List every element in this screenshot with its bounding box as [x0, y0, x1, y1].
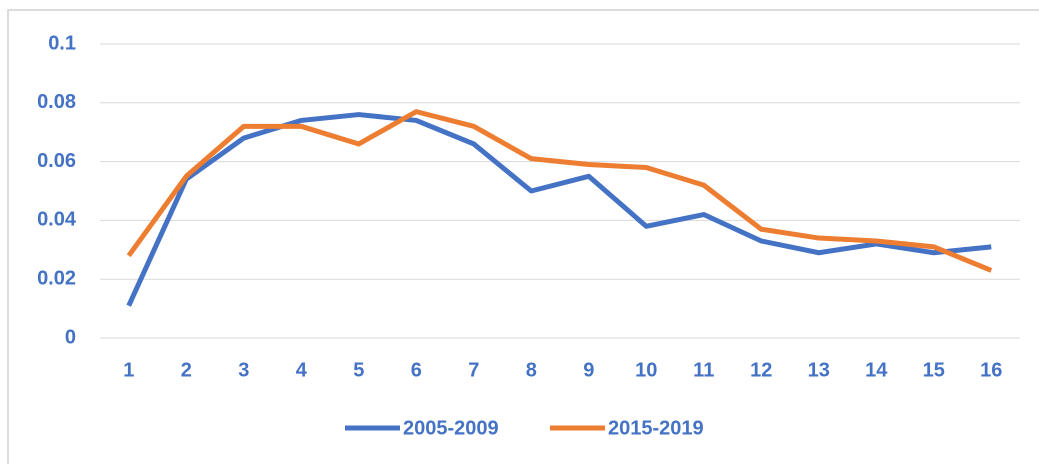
x-tick-label: 1	[123, 359, 134, 381]
x-tick-label: 4	[296, 359, 308, 381]
x-tick-label: 6	[411, 359, 422, 381]
series-line	[126, 112, 992, 307]
x-tick-label: 7	[468, 359, 479, 381]
y-tick-label: 0.04	[37, 209, 77, 231]
x-tick-label: 10	[635, 359, 657, 381]
x-tick-label: 13	[808, 359, 830, 381]
y-tick-label: 0.02	[37, 267, 76, 289]
x-tick-label: 15	[923, 359, 945, 381]
y-tick-label: 0.06	[37, 150, 76, 172]
x-tick-label: 3	[238, 359, 249, 381]
y-tick-label: 0	[65, 326, 76, 348]
x-tick-label: 12	[750, 359, 772, 381]
x-tick-label: 16	[980, 359, 1002, 381]
legend-label: 2005-2009	[403, 417, 499, 439]
y-tick-label: 0.1	[48, 32, 76, 54]
y-tick-label: 0.08	[37, 91, 76, 113]
x-tick-label: 2	[181, 359, 192, 381]
x-tick-label: 11	[693, 359, 714, 381]
chart-frame	[7, 9, 1039, 464]
x-tick-label: 5	[353, 359, 364, 381]
legend-label: 2015-2019	[608, 417, 704, 439]
x-tick-label: 14	[865, 359, 888, 381]
x-tick-label: 9	[583, 359, 594, 381]
x-tick-label: 8	[526, 359, 537, 381]
series-line	[126, 109, 993, 273]
